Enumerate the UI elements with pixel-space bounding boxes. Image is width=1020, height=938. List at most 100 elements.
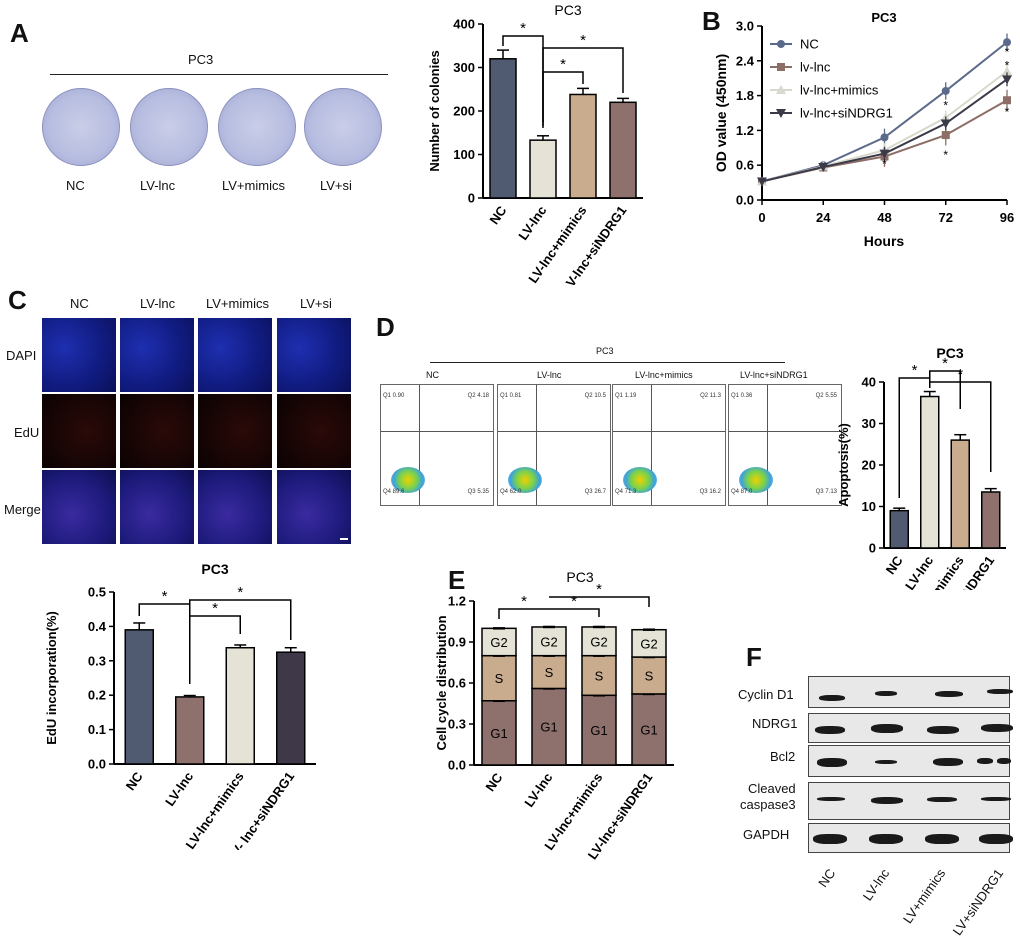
segment-label-g1: G1 xyxy=(590,723,607,738)
band xyxy=(871,724,903,733)
segment-g1-lv-lnc-sindrg1 xyxy=(631,693,667,766)
y-tick-label: 0.0 xyxy=(448,758,466,773)
quadrant-q1-value: 1.19 xyxy=(624,393,637,399)
point-nc xyxy=(941,86,950,95)
panel-d-apoptosis-chart: PC3010203040Apoptosis(%)NCLV-lncLV-lnc+m… xyxy=(836,345,1006,590)
chart-title: PC3 xyxy=(554,2,581,18)
quadrant-q4: Q4 71.3 xyxy=(615,489,636,495)
sig-star: * xyxy=(1005,58,1010,72)
sig-lvlnc-mimics-star: * xyxy=(560,56,566,73)
panel-label-c: C xyxy=(8,285,27,315)
segment-s-nc xyxy=(481,654,517,702)
micrograph-dapi-4 xyxy=(277,318,351,392)
segment-s-lv-lnc xyxy=(531,654,567,690)
quadrant-q2-value: 5.55 xyxy=(825,393,837,399)
quadrant-name: Q1 xyxy=(615,393,625,399)
quadrant-q1: Q1 0.81 xyxy=(500,393,521,399)
y-tick-label: 3.0 xyxy=(736,19,754,34)
cell-population xyxy=(623,467,657,493)
quadrant-name: Q2 xyxy=(584,393,595,399)
quadrant-name: Q3 xyxy=(699,489,710,495)
quadrant-q2-value: 11.3 xyxy=(709,393,721,399)
blot-label-line1: GAPDH xyxy=(743,827,790,842)
panel-label-b: B xyxy=(702,6,721,36)
quadrant-q1: Q1 0.90 xyxy=(383,393,404,399)
gate-horizontal xyxy=(729,431,841,432)
quadrant-name: Q3 xyxy=(815,489,826,495)
quadrant-name: Q2 xyxy=(700,393,710,399)
micrograph-dapi-3 xyxy=(198,318,272,392)
y-tick-label: 0.1 xyxy=(88,722,106,737)
panel-label-f: F xyxy=(746,642,762,672)
blot-bcl2 xyxy=(808,745,1011,777)
micrograph-merge-2 xyxy=(120,470,194,544)
sig-star: * xyxy=(943,98,948,112)
cell-population xyxy=(739,467,773,493)
flow-plot-lv-lnc-mimics: Q1 1.19 Q2 11.3 Q4 71.3 Q3 16.2 xyxy=(612,384,726,506)
quadrant-name: Q4 xyxy=(383,489,393,495)
sig-nc-lvlnc xyxy=(138,603,191,684)
gate-vertical xyxy=(536,385,537,505)
sig-lvlnc-mimics xyxy=(929,370,961,409)
quadrant-q2-value: 10.5 xyxy=(594,393,606,399)
segment-label-g2: G2 xyxy=(540,634,557,649)
point-nc xyxy=(880,133,889,142)
flow-plot-lv-lnc: Q1 0.81 Q2 10.5 Q4 62.0 Q3 26.7 xyxy=(497,384,611,506)
point-lv-lnc-sindrg1 xyxy=(879,149,890,159)
micrograph-merge-4 xyxy=(277,470,351,544)
quadrant-q3: Q3 5.35 xyxy=(468,489,489,495)
x-tick-label: 72 xyxy=(939,210,953,225)
quadrant-q3-value: 5.35 xyxy=(477,489,489,495)
legend-label-lv-lnc-sindrg1: lv-lnc+siNDRG1 xyxy=(800,106,893,121)
y-tick-label: 0 xyxy=(468,191,475,206)
quadrant-name: Q2 xyxy=(815,393,826,399)
blot-gapdh xyxy=(808,823,1013,853)
band xyxy=(997,758,1011,764)
x-tick-label-nc: NC xyxy=(486,203,509,227)
micrograph-dapi-2 xyxy=(120,318,194,392)
segment-g1-lv-lnc-mimics xyxy=(581,694,617,766)
flow-plot-lv-lnc-sindrg1: Q1 0.36 Q2 5.55 Q4 87.0 Q3 7.13 xyxy=(728,384,842,506)
x-tick-label-lv-lnc: LV-lnc xyxy=(902,553,936,590)
point-lv-lnc xyxy=(941,131,950,140)
y-tick-label: 0.0 xyxy=(88,757,106,772)
micro-row-dapi: DAPI xyxy=(6,348,37,363)
band xyxy=(935,691,963,697)
quadrant-q4: Q4 89.6 xyxy=(383,489,404,495)
x-tick-label: 96 xyxy=(1000,210,1014,225)
y-tick-label: 0.6 xyxy=(736,158,754,173)
sig-lvlnc-sindrg1-star: * xyxy=(596,581,602,598)
sig-nc-lvlnc-star: * xyxy=(162,588,168,605)
blot-label-cyclin-d1: Cyclin D1 xyxy=(738,687,794,703)
lane-label-nc: NC xyxy=(815,866,839,890)
segment-label-s: S xyxy=(595,668,604,683)
segment-g2-lv-lnc-sindrg1 xyxy=(631,628,667,658)
sig-nc-lvlnc xyxy=(498,608,549,619)
panel-d-divider xyxy=(430,362,785,363)
sig-lvlnc-mimics-star: * xyxy=(571,593,577,610)
bar-lv-lnc-sindrg1 xyxy=(981,491,1001,549)
band xyxy=(813,834,847,844)
segment-label-g1: G1 xyxy=(490,726,507,741)
scale-bar xyxy=(340,538,348,540)
panel-d-cell-line: PC3 xyxy=(596,346,614,356)
segment-label-g1: G1 xyxy=(640,722,657,737)
panel-a-colony-chart: PC3 0 100 200 300 400 Number of colonies NC LV-l… xyxy=(427,2,643,285)
micro-col-lv-mimics: LV+mimics xyxy=(206,296,269,311)
micrograph-edu-4 xyxy=(277,394,351,468)
segment-label-s: S xyxy=(545,665,554,680)
blot-label-ndrg1: NDRG1 xyxy=(752,716,798,732)
y-tick-label: 0.3 xyxy=(88,653,106,668)
x-tick-label-lv-lnc: LV-lnc xyxy=(162,769,196,809)
gate-horizontal xyxy=(498,431,610,432)
point-lv-lnc-sindrg1 xyxy=(940,119,951,129)
lane-label-lv-lnc: LV-lnc xyxy=(859,866,893,904)
legend-label-lv-lnc-mimics: lv-lnc+mimics xyxy=(800,83,879,98)
x-tick-label-nc: NC xyxy=(123,769,146,793)
blot-cyclin-d1 xyxy=(808,676,1013,708)
colony-dish-lv-lnc xyxy=(130,88,208,166)
sig-lvlnc-sindrg1 xyxy=(929,381,992,472)
bar-lv-lnc-mimics xyxy=(225,646,255,765)
y-tick-label: 0.3 xyxy=(448,717,466,732)
sig-lvlnc-sindrg1 xyxy=(189,599,292,640)
